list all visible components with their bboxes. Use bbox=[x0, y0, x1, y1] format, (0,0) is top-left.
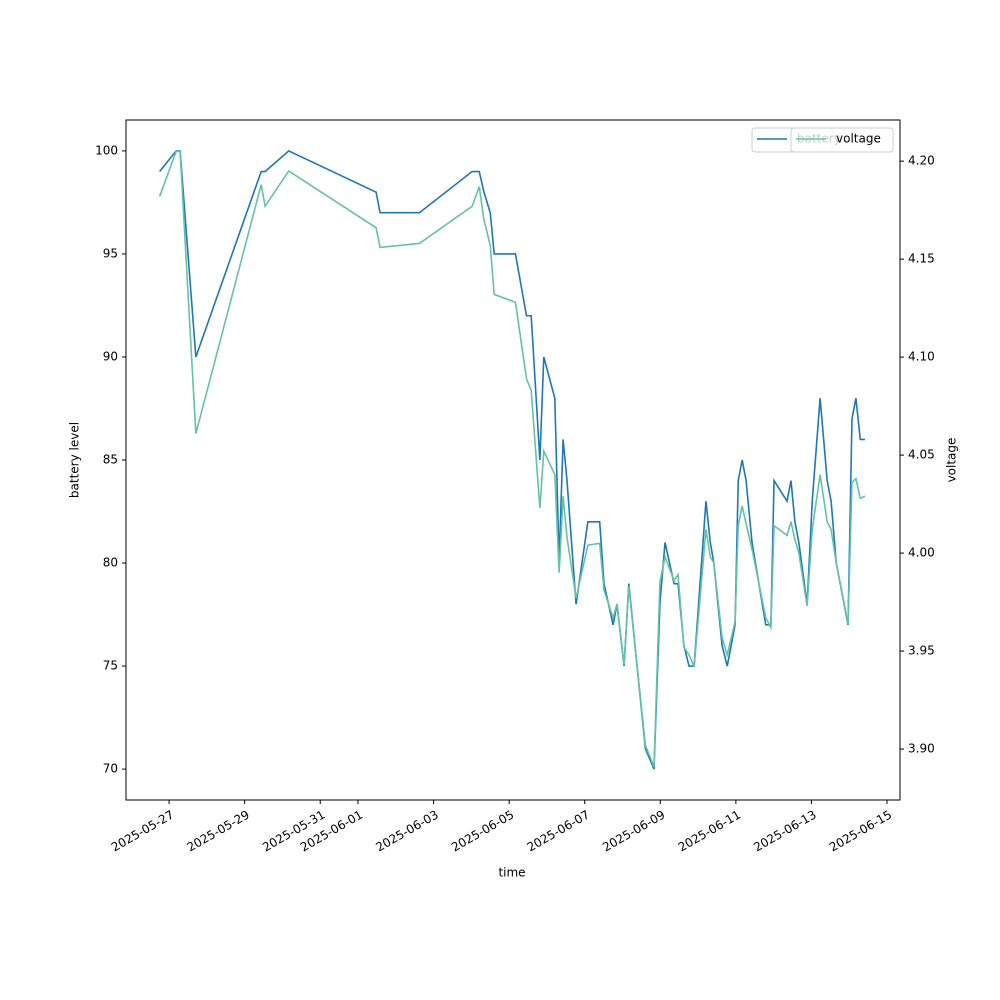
line-voltage bbox=[158, 150, 866, 767]
y-tick-label: 75 bbox=[103, 659, 118, 673]
y-tick-label: 80 bbox=[103, 556, 118, 570]
y2-tick-label: 4.05 bbox=[908, 448, 935, 462]
y2-tick-label: 3.90 bbox=[908, 742, 935, 756]
y2-tick-label: 4.15 bbox=[908, 252, 935, 266]
y-tick-label: 85 bbox=[103, 453, 118, 467]
y-tick-label: 95 bbox=[103, 246, 118, 260]
y2-tick-label: 4.20 bbox=[908, 154, 935, 168]
y-axis-label: battery level bbox=[68, 422, 82, 498]
y-tick-label: 70 bbox=[103, 762, 118, 776]
legend: voltage bbox=[790, 127, 894, 153]
legend-label: voltage bbox=[836, 132, 881, 146]
y-tick-label: 100 bbox=[95, 143, 118, 157]
y-tick-label: 90 bbox=[103, 349, 118, 363]
x-axis-label: time bbox=[498, 866, 525, 880]
y2-tick-label: 4.10 bbox=[908, 350, 935, 364]
y2-axis-label: voltage bbox=[945, 438, 959, 483]
legend-frame bbox=[790, 127, 894, 153]
y2-tick-label: 3.95 bbox=[908, 644, 935, 658]
y2-tick-label: 4.00 bbox=[908, 546, 935, 560]
